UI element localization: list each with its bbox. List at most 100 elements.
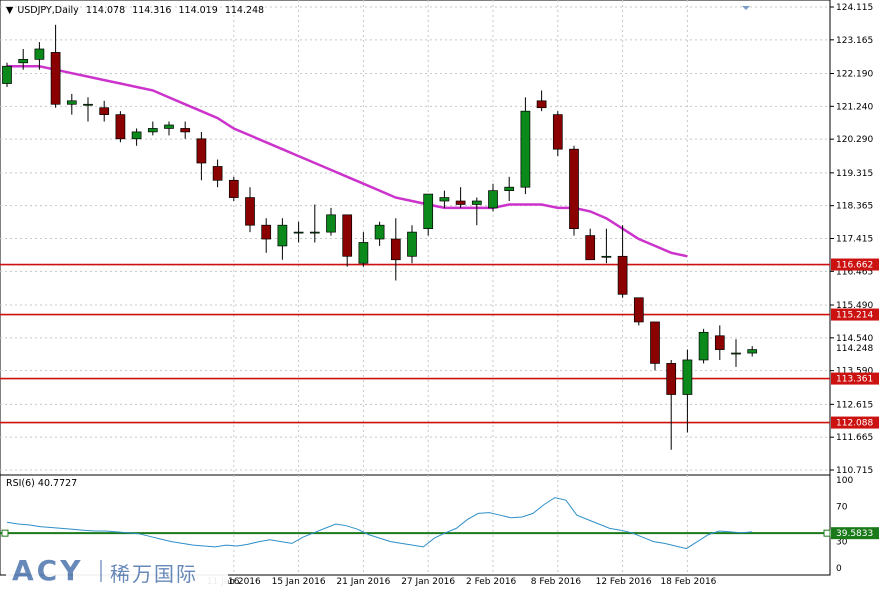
candle-bear (536, 100, 547, 109)
level-price-tag (831, 372, 879, 385)
rsi-value: 40.7727 (37, 478, 78, 489)
candle-bear (115, 114, 126, 140)
rsi-tick-label: 0 (836, 564, 842, 574)
rsi-level-handle (1, 529, 9, 537)
date-tick-label: 18 Feb 2016 (660, 577, 716, 587)
candle-bear (617, 255, 628, 295)
level-price-label: 112.088 (836, 419, 873, 429)
level-price-label: 116.662 (836, 261, 873, 271)
symbol-label: USDJPY,Daily (17, 5, 79, 16)
level-price-tag (831, 416, 879, 429)
price-tick-label: 111.665 (836, 433, 873, 443)
candle-bear (342, 214, 353, 257)
candle-bear (552, 114, 563, 150)
candle-bull (731, 352, 741, 355)
candle-bear (50, 52, 61, 105)
price-tick-label: 115.490 (836, 301, 873, 311)
open-value: 114.078 (85, 5, 126, 16)
brand-logo: ACY 稀万国际 (6, 552, 228, 590)
candle-bull (164, 124, 174, 129)
price-tick-label: 121.240 (836, 102, 873, 112)
candle-bull (358, 242, 369, 264)
candle-bull (34, 48, 45, 60)
candle-bull (601, 255, 612, 258)
price-tick-label: 117.415 (836, 235, 873, 245)
candle-bull (747, 349, 758, 354)
candle-bull (698, 331, 709, 361)
high-value: 114.316 (132, 5, 172, 16)
candle-bull (682, 359, 693, 395)
rsi-tick-label: 30 (836, 538, 848, 548)
candle-bear (99, 107, 110, 115)
candle-bear (245, 197, 255, 226)
price-tick-label: 122.190 (836, 70, 873, 80)
last-price-tag (831, 341, 879, 354)
candle-bull (423, 193, 434, 230)
candle-bull (471, 200, 482, 205)
candle-bull (66, 100, 77, 105)
candle-bull (504, 186, 515, 191)
price-tick-label: 114.540 (836, 334, 873, 344)
candle-bear (666, 363, 677, 395)
candle-bear (714, 335, 725, 350)
date-tick-label: 16 (228, 577, 240, 587)
price-tick-label: 123.165 (836, 36, 873, 46)
scroll-marker-icon (742, 6, 750, 10)
date-tick-label: 2 Feb 2016 (466, 577, 517, 587)
candle-bull (277, 224, 288, 247)
candle-bull (18, 58, 29, 64)
date-tick-label: 11 Jan 2016 (207, 577, 261, 587)
level-price-tag (831, 258, 879, 271)
close-value: 114.248 (224, 5, 265, 16)
rsi-level-handle (823, 529, 831, 537)
candle-bear (650, 321, 660, 364)
price-tick-label: 118.365 (836, 202, 873, 212)
candle-bear (455, 200, 466, 205)
date-tick-label: 21 Jan 2016 (336, 577, 390, 587)
logo-cn: 稀万国际 (110, 562, 198, 586)
candle-bear (212, 166, 223, 181)
candle-bear (390, 238, 401, 261)
dropdown-arrow-icon[interactable]: ▼ (6, 5, 14, 16)
rsi-label: RSI(6) (6, 478, 35, 489)
candle-bear (585, 235, 596, 261)
rsi-level-label: 39.5833 (836, 529, 873, 539)
price-tick-label: 112.615 (836, 400, 873, 410)
candle-bull (293, 231, 304, 234)
level-price-tag (831, 308, 879, 321)
candle-bear (180, 128, 191, 133)
candle-bull (2, 65, 12, 84)
logo-acy: ACY (12, 554, 84, 587)
candle-bull (439, 197, 450, 202)
logo-separator (100, 560, 102, 582)
candle-bear (569, 148, 579, 230)
price-tick-label: 113.590 (836, 367, 873, 377)
date-tick-label: 12 Feb 2016 (596, 577, 652, 587)
level-price-label: 115.214 (836, 311, 873, 321)
price-tick-label: 119.315 (836, 169, 873, 179)
candle-bear (196, 138, 207, 164)
rsi-panel-frame (0, 474, 831, 576)
candle-bull (407, 231, 417, 257)
price-tick-label: 120.290 (836, 135, 873, 145)
chart-header: ▼ USDJPY,Daily 114.078 114.316 114.019 11… (6, 5, 268, 16)
low-value: 114.019 (178, 5, 218, 16)
candle-bull (520, 110, 531, 188)
candle-bear (228, 179, 239, 198)
last-price-label: 114.248 (836, 344, 873, 354)
price-tick-label: 124.115 (836, 3, 873, 13)
rsi-tick-label: 100 (836, 476, 853, 486)
candle-bear (261, 224, 272, 240)
candle-bull (488, 190, 498, 209)
price-tick-label: 110.715 (836, 466, 873, 476)
date-tick-label: 8 Feb 2016 (531, 577, 582, 587)
candle-bull (131, 131, 142, 140)
candle-bull (374, 224, 385, 240)
date-tick-label: 15 Jan 2016 (272, 577, 326, 587)
level-price-label: 113.361 (836, 375, 873, 385)
rsi-header: RSI(6) 40.7727 (6, 478, 77, 489)
candle-bull (309, 231, 320, 234)
rsi-tick-label: 70 (836, 502, 848, 512)
rsi-line (6, 497, 753, 550)
